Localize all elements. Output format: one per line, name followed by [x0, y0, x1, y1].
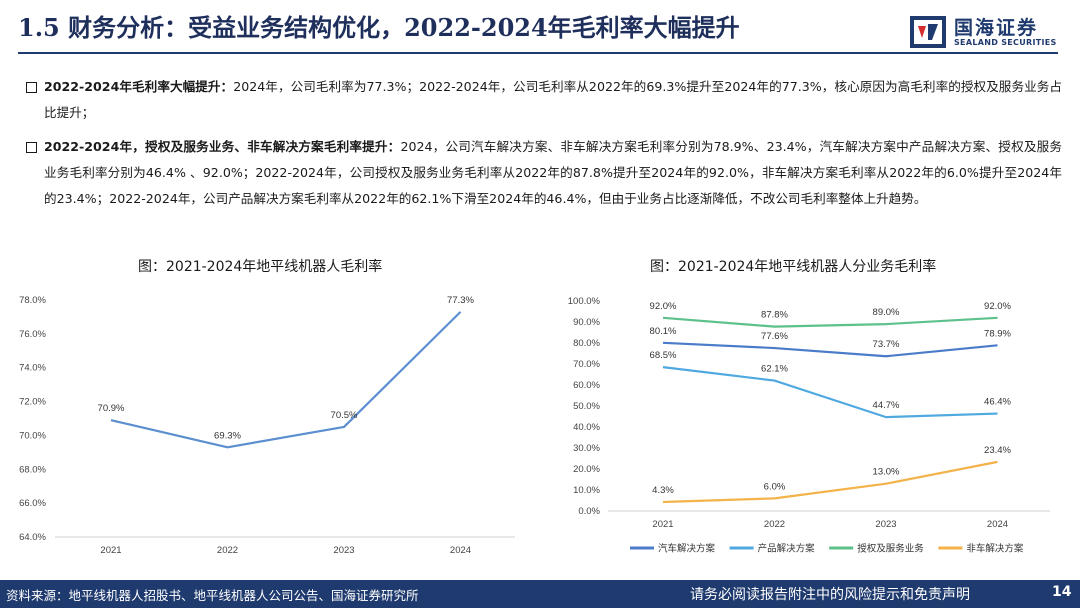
x-tick-label: 2021	[100, 545, 121, 556]
bullet-box-icon	[26, 82, 37, 93]
footer-bar: 资料来源：地平线机器人招股书、地平线机器人公司公告、国海证券研究所 请务必阅读报…	[0, 580, 1080, 608]
y-tick-label: 50.0%	[573, 401, 600, 412]
title-divider	[18, 52, 1058, 54]
footer-disclaimer: 请务必阅读报告附注中的风险提示和免责声明	[690, 587, 970, 603]
legend-entry: 汽车解决方案	[658, 543, 716, 555]
y-tick-label: 80.0%	[573, 338, 600, 349]
data-label: 62.1%	[761, 364, 788, 375]
legend-entry: 非车解决方案	[966, 543, 1024, 555]
series-line	[662, 316, 998, 328]
bullet-lead: 2022-2024年，授权及服务业务、非车解决方案毛利率提升：	[44, 139, 401, 154]
y-tick-label: 74.0%	[19, 363, 46, 374]
data-label: 80.1%	[650, 326, 677, 337]
y-tick-label: 76.0%	[19, 329, 46, 340]
x-tick-label: 2024	[450, 545, 471, 556]
y-tick-label: 66.0%	[19, 498, 46, 509]
x-tick-label: 2023	[333, 545, 354, 556]
data-label: 4.3%	[652, 485, 674, 496]
data-label: 46.4%	[984, 397, 1011, 408]
bullet-body: 2024年，公司毛利率为77.3%；2022-2024年，公司毛利率从2022年…	[44, 79, 1062, 120]
data-label: 23.4%	[984, 445, 1011, 456]
data-label: 68.5%	[650, 350, 677, 361]
bullet-box-icon	[26, 142, 37, 153]
series-line	[662, 341, 998, 358]
bullet-lead: 2022-2024年毛利率大幅提升：	[44, 79, 234, 94]
data-label: 89.0%	[873, 307, 900, 318]
data-label: 92.0%	[650, 301, 677, 312]
data-label: 77.6%	[761, 331, 788, 342]
segment-margin-line-chart: 0.0% 10.0% 20.0% 30.0% 40.0% 50.0% 60.0% 70.0% 8…	[568, 296, 1050, 555]
y-tick-label: 70.0%	[573, 359, 600, 370]
data-label: 69.3%	[214, 430, 241, 441]
footer-source: 资料来源：地平线机器人招股书、地平线机器人公司公告、国海证券研究所	[6, 588, 419, 603]
y-tick-label: 90.0%	[573, 317, 600, 328]
data-label: 70.5%	[331, 410, 358, 421]
bullet-body: 2024，公司汽车解决方案、非车解决方案毛利率分别为78.9%、23.4%，汽车…	[44, 139, 1062, 206]
legend-entry: 授权及服务业务	[857, 543, 924, 555]
y-tick-label: 0.0%	[578, 506, 600, 517]
y-tick-label: 10.0%	[573, 485, 600, 496]
y-tick-label: 40.0%	[573, 422, 600, 433]
data-label: 73.7%	[873, 339, 900, 350]
data-label: 13.0%	[873, 467, 900, 478]
x-tick-label: 2021	[652, 519, 673, 530]
logo-text-en: SEALAND SECURITIES	[954, 38, 1057, 47]
gross-margin-line-chart: 64.0% 66.0% 68.0% 70.0% 72.0% 74.0% 76.0% 78.0%…	[19, 295, 515, 556]
chart-title: 图：2021-2024年地平线机器人毛利率	[138, 259, 383, 275]
data-label: 6.0%	[764, 481, 786, 492]
bullet-segment-margin: 2022-2024年，授权及服务业务、非车解决方案毛利率提升：2024，公司汽车…	[26, 134, 1062, 212]
y-tick-label: 78.0%	[19, 295, 46, 306]
x-tick-label: 2024	[987, 519, 1008, 530]
y-tick-label: 60.0%	[573, 380, 600, 391]
y-tick-label: 30.0%	[573, 443, 600, 454]
y-tick-label: 68.0%	[19, 464, 46, 475]
x-tick-label: 2022	[217, 545, 238, 556]
data-label: 92.0%	[984, 301, 1011, 312]
y-tick-label: 20.0%	[573, 464, 600, 475]
y-tick-label: 100.0%	[568, 296, 601, 307]
series-line	[662, 366, 998, 419]
chart-title: 图：2021-2024年地平线机器人分业务毛利率	[650, 259, 937, 275]
series-line	[110, 311, 462, 449]
data-label: 44.7%	[873, 400, 900, 411]
company-logo: 国海证券 SEALAND SECURITIES	[908, 12, 1068, 52]
x-tick-label: 2023	[875, 519, 896, 530]
bullet-gross-margin: 2022-2024年毛利率大幅提升：2024年，公司毛利率为77.3%；2022…	[26, 74, 1062, 126]
page-title: 1.5 财务分析：受益业务结构优化，2022-2024年毛利率大幅提升	[18, 13, 740, 42]
series-line	[662, 460, 998, 504]
y-tick-label: 64.0%	[19, 532, 46, 543]
sealand-logo-icon	[910, 16, 946, 48]
legend-entry: 产品解决方案	[758, 543, 816, 555]
page-number: 14	[1052, 584, 1072, 600]
y-tick-label: 70.0%	[19, 430, 46, 441]
data-label: 78.9%	[984, 328, 1011, 339]
y-tick-label: 72.0%	[19, 397, 46, 408]
logo-text-cn: 国海证券	[954, 17, 1039, 39]
x-tick-label: 2022	[764, 519, 785, 530]
data-label: 70.9%	[98, 403, 125, 414]
data-label: 77.3%	[447, 295, 474, 306]
data-label: 87.8%	[761, 310, 788, 321]
